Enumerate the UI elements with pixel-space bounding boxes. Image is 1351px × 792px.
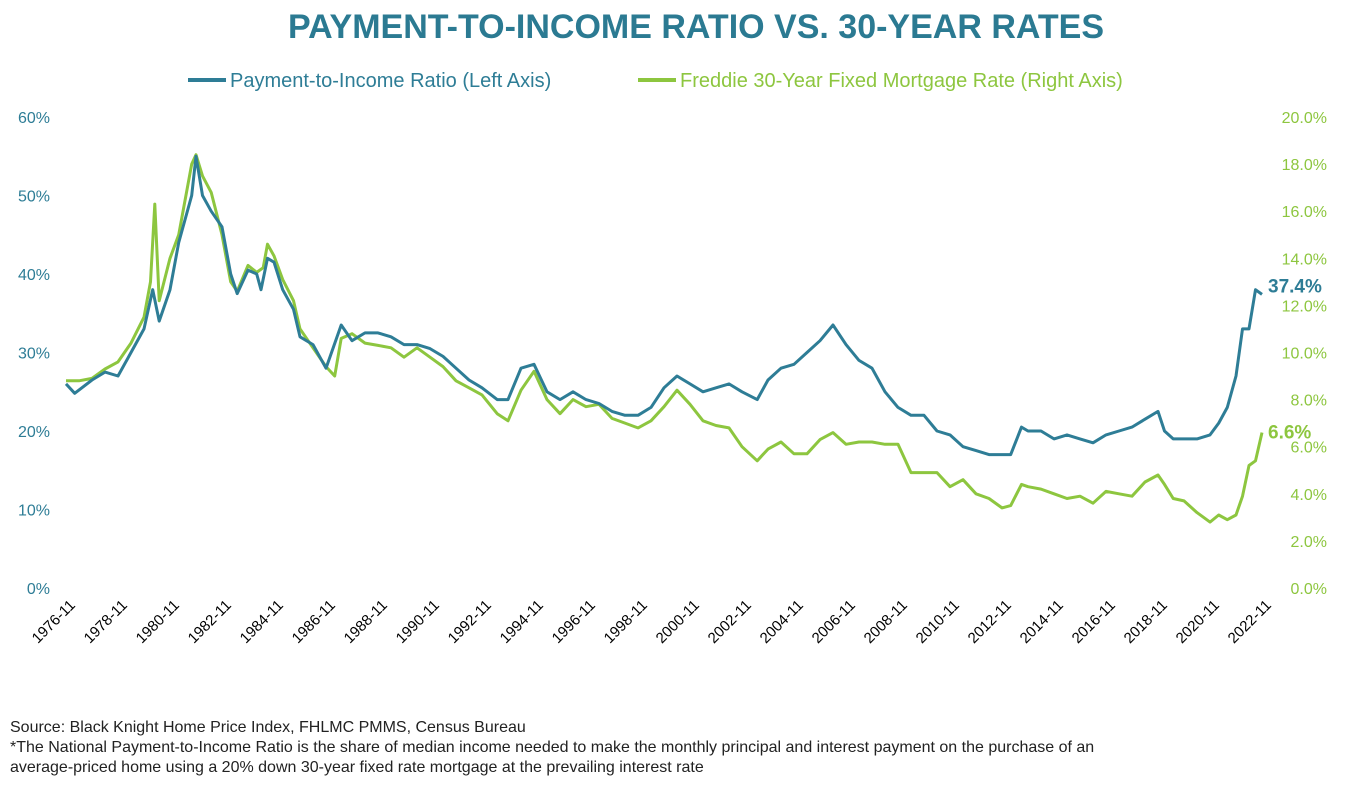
methodology-note-line-2: average-priced home using a 20% down 30-… bbox=[10, 759, 704, 776]
source-note: Source: Black Knight Home Price Index, F… bbox=[10, 719, 526, 736]
x-tick-label: 2000-11 bbox=[653, 597, 703, 647]
right-tick-label: 18.0% bbox=[1282, 157, 1327, 174]
payment-to-income-line bbox=[64, 154, 1263, 457]
left-tick-label: 30% bbox=[18, 346, 50, 363]
mortgage-rate-line bbox=[66, 153, 1264, 524]
chart-title: PAYMENT-TO-INCOME RATIO VS. 30-YEAR RATE… bbox=[288, 8, 1104, 46]
x-tick-label: 1990-11 bbox=[393, 597, 443, 647]
left-tick-label: 20% bbox=[18, 424, 50, 441]
x-tick-label: 1992-11 bbox=[445, 597, 495, 647]
right-tick-label: 20.0% bbox=[1282, 110, 1327, 127]
x-tick-label: 2016-11 bbox=[1069, 597, 1119, 647]
right-tick-label: 4.0% bbox=[1291, 487, 1327, 504]
x-tick-label: 1980-11 bbox=[133, 597, 183, 647]
ratio-end-label: 37.4% bbox=[1268, 276, 1322, 297]
legend: Payment-to-Income Ratio (Left Axis) Fred… bbox=[188, 70, 1123, 92]
right-tick-label: 10.0% bbox=[1282, 346, 1327, 363]
x-tick-label: 2010-11 bbox=[913, 597, 963, 647]
left-tick-label: 60% bbox=[18, 110, 50, 127]
x-tick-label: 2012-11 bbox=[965, 597, 1015, 647]
x-tick-label: 1994-11 bbox=[497, 597, 547, 647]
x-tick-label: 1984-11 bbox=[237, 597, 287, 647]
left-tick-label: 10% bbox=[18, 503, 50, 520]
x-tick-label: 2020-11 bbox=[1173, 597, 1223, 647]
right-tick-label: 8.0% bbox=[1291, 393, 1327, 410]
left-tick-label: 40% bbox=[18, 267, 50, 284]
right-tick-label: 2.0% bbox=[1291, 534, 1327, 551]
x-tick-label: 1996-11 bbox=[549, 597, 599, 647]
rate-end-label: 6.6% bbox=[1268, 423, 1311, 444]
right-tick-label: 16.0% bbox=[1282, 204, 1327, 221]
left-axis: 0% 10% 20% 30% 40% 50% 60% bbox=[18, 110, 50, 598]
x-tick-label: 2004-11 bbox=[757, 597, 807, 647]
x-tick-label: 2002-11 bbox=[705, 597, 755, 647]
chart: PAYMENT-TO-INCOME RATIO VS. 30-YEAR RATE… bbox=[18, 8, 1327, 647]
footnotes: Source: Black Knight Home Price Index, F… bbox=[10, 718, 1340, 778]
right-tick-label: 14.0% bbox=[1282, 251, 1327, 268]
x-tick-label: 1986-11 bbox=[289, 597, 339, 647]
right-axis: 0.0% 2.0% 4.0% 6.0% 8.0% 10.0% 12.0% 14.0% 16.0%… bbox=[1282, 110, 1327, 598]
x-tick-label: 1988-11 bbox=[341, 597, 391, 647]
x-axis: 1976-11 1978-11 1980-11 1982-11 1984-11 1986-… bbox=[29, 597, 1275, 647]
x-tick-label: 2014-11 bbox=[1017, 597, 1067, 647]
x-tick-label: 1976-11 bbox=[29, 597, 79, 647]
legend-label-ratio: Payment-to-Income Ratio (Left Axis) bbox=[230, 70, 551, 92]
x-tick-label: 2008-11 bbox=[861, 597, 911, 647]
right-tick-label: 12.0% bbox=[1282, 298, 1327, 315]
left-tick-label: 0% bbox=[27, 581, 50, 598]
x-tick-label: 2022-11 bbox=[1225, 597, 1275, 647]
methodology-note-line-1: *The National Payment-to-Income Ratio is… bbox=[10, 739, 1095, 756]
right-tick-label: 0.0% bbox=[1291, 581, 1327, 598]
left-tick-label: 50% bbox=[18, 189, 50, 206]
right-tick-label: 6.0% bbox=[1291, 440, 1327, 457]
x-tick-label: 1982-11 bbox=[185, 597, 235, 647]
x-tick-label: 1978-11 bbox=[81, 597, 131, 647]
x-tick-label: 1998-11 bbox=[601, 597, 651, 647]
plot-area: 37.4% 6.6% bbox=[64, 153, 1322, 524]
legend-label-rate: Freddie 30-Year Fixed Mortgage Rate (Rig… bbox=[680, 70, 1123, 92]
x-tick-label: 2018-11 bbox=[1121, 597, 1171, 647]
x-tick-label: 2006-11 bbox=[809, 597, 859, 647]
